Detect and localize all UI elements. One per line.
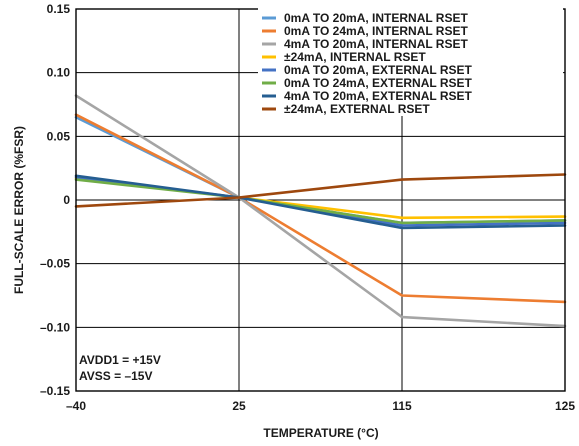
legend-entry: 4mA TO 20mA, INTERNAL RSET <box>284 37 468 51</box>
x-axis-label: TEMPERATURE (°C) <box>263 426 378 440</box>
x-tick-label: 25 <box>232 399 246 413</box>
y-axis-label: FULL-SCALE ERROR (%FSR) <box>12 126 26 294</box>
y-tick-label: 0.15 <box>47 2 71 16</box>
legend-entry: 0mA TO 24mA, INTERNAL RSET <box>284 24 468 38</box>
legend-entry: ±24mA, EXTERNAL RSET <box>284 102 430 116</box>
legend-entry: 4mA TO 20mA, EXTERNAL RSET <box>284 89 472 103</box>
y-tick-label: 0.05 <box>47 129 71 143</box>
x-tick-label: –40 <box>66 399 86 413</box>
legend-entry: 0mA TO 20mA, EXTERNAL RSET <box>284 63 472 77</box>
series-lines <box>74 94 567 328</box>
y-tick-label: –0.10 <box>40 320 70 334</box>
y-tick-label: 0 <box>63 193 70 207</box>
annotation-avdd1: AVDD1 = +15V <box>79 353 161 367</box>
y-tick-label: 0.10 <box>47 66 71 80</box>
legend-entry: 0mA TO 20mA, INTERNAL RSET <box>284 11 468 25</box>
series-line-2 <box>74 113 567 304</box>
y-tick-labels: 0.15 0.10 0.05 0 –0.05 –0.10 –0.15 <box>40 2 70 398</box>
x-tick-label: 125 <box>555 399 575 413</box>
y-tick-label: –0.15 <box>40 384 70 398</box>
series-line-8 <box>74 173 567 208</box>
series-line-6 <box>74 178 567 225</box>
legend-entry: ±24mA, INTERNAL RSET <box>284 50 426 64</box>
series-line-3 <box>74 94 567 328</box>
x-tick-label: 115 <box>392 399 412 413</box>
annotation-avss: AVSS = –15V <box>79 369 153 383</box>
legend-entry: 0mA TO 24mA, EXTERNAL RSET <box>284 76 472 90</box>
x-tick-labels: –40 25 115 125 <box>66 399 575 413</box>
series-line-7 <box>74 174 567 230</box>
y-tick-label: –0.05 <box>40 257 70 271</box>
legend-background <box>258 8 563 116</box>
